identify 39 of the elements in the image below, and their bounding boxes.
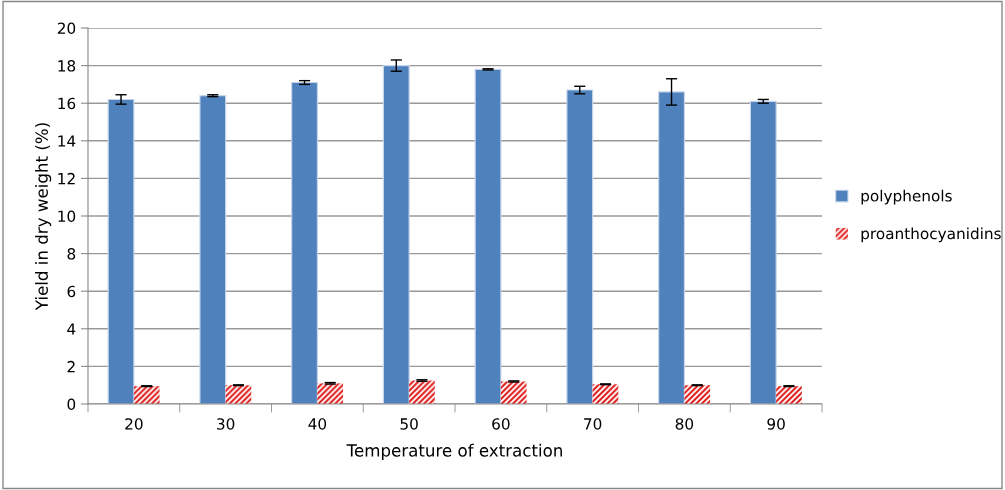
bar <box>566 89 594 404</box>
y-axis-title: Yield in dry weight (%) <box>35 123 52 311</box>
y-tick-label: 16 <box>58 97 76 110</box>
bar <box>382 65 410 404</box>
bar <box>776 386 802 404</box>
x-tick-label: 30 <box>217 418 235 430</box>
bar <box>225 385 252 404</box>
x-tick-label: 90 <box>767 418 785 430</box>
y-tick-label: 12 <box>58 172 75 185</box>
x-tick-label: 50 <box>400 418 418 430</box>
x-tick-label: 70 <box>584 418 602 430</box>
y-tick-label: 20 <box>57 22 76 35</box>
bar <box>592 384 619 404</box>
bar <box>317 383 344 404</box>
bar <box>291 81 318 404</box>
x-tick-label: 80 <box>675 418 694 430</box>
x-tick-label: 40 <box>308 418 327 430</box>
y-tick-label: 0 <box>67 398 76 411</box>
x-axis-title: Temperature of extraction <box>346 443 562 460</box>
bar <box>474 68 502 404</box>
bar <box>133 386 160 404</box>
bar <box>500 381 527 404</box>
y-tick-label: 4 <box>67 323 76 335</box>
y-tick-label: 18 <box>58 60 76 72</box>
bar <box>684 385 711 404</box>
legend-label: polyphenols <box>861 189 952 205</box>
y-tick-label: 2 <box>67 360 75 373</box>
x-tick-label: 60 <box>492 418 510 430</box>
y-tick-label: 14 <box>58 135 76 147</box>
y-tick-label: 6 <box>67 285 76 298</box>
x-tick-label: 20 <box>125 418 143 430</box>
bar <box>409 380 435 404</box>
y-tick-label: 8 <box>67 248 76 260</box>
bar <box>107 98 135 404</box>
legend-label: proanthocyanidins <box>861 227 1001 243</box>
bar <box>658 91 685 404</box>
bar <box>749 100 777 404</box>
bar <box>199 95 227 404</box>
y-tick-label: 10 <box>58 210 76 223</box>
